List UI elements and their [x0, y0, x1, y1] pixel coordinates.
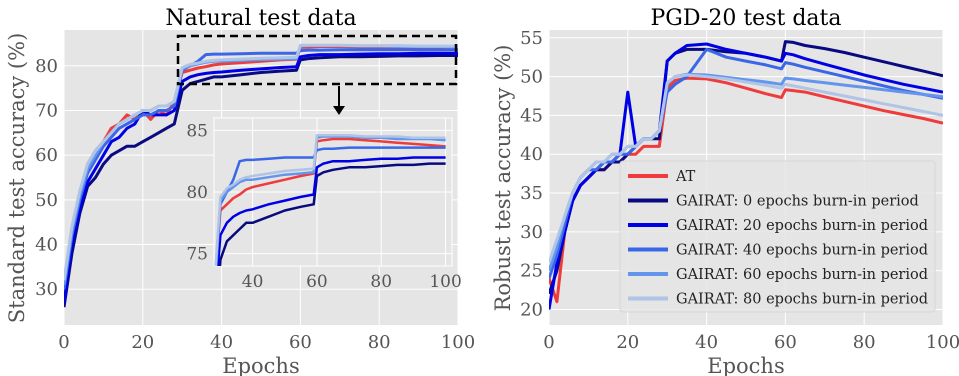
- natural-y-tick-label: 50: [35, 190, 58, 211]
- legend-label: GAIRAT: 0 epochs burn-in period: [676, 194, 919, 210]
- natural-x-tick-label: 100: [441, 332, 475, 353]
- pgd-y-label: Robust test accuracy (%): [491, 45, 515, 312]
- pgd-x-label: Epochs: [707, 354, 784, 376]
- inset-grid: [214, 118, 452, 266]
- pgd-series-line-5: [549, 73, 943, 264]
- natural-x-tick-label: 40: [210, 332, 233, 353]
- zoom-inset: 40 60 80 100 75 80 85: [186, 117, 462, 292]
- inset-x-ticks: 40 60 80 100: [242, 272, 462, 292]
- inset-y-tick-label: 85: [186, 121, 208, 141]
- inset-series-lines: [214, 134, 446, 266]
- inset-x-tick-label: 100: [429, 272, 461, 292]
- pgd-series-lines: [549, 40, 943, 310]
- pgd-x-tick-label: 60: [774, 332, 797, 353]
- natural-y-tick-label: 80: [35, 56, 58, 77]
- pgd-y-tick-label: 30: [520, 222, 543, 243]
- pgd-y-tick-label: 50: [520, 67, 543, 88]
- pgd-x-tick-label: 100: [926, 332, 959, 353]
- natural-x-tick-label: 80: [368, 332, 391, 353]
- pgd-x-ticks: 0 20 40 60 80 100: [543, 332, 959, 353]
- inset-series-line-0: [214, 137, 446, 266]
- pgd-y-tick-label: 55: [520, 28, 543, 49]
- natural-y-tick-label: 60: [35, 145, 58, 166]
- natural-series-line-5: [64, 43, 458, 281]
- legend-items: AT GAIRAT: 0 epochs burn-in period GAIRAT:…: [628, 169, 928, 308]
- inset-x-tick-label: 40: [242, 272, 264, 292]
- zoom-box: [176, 34, 458, 86]
- legend: AT GAIRAT: 0 epochs burn-in period GAIRAT:…: [619, 160, 936, 313]
- inset-y-ticks: 75 80 85: [186, 121, 208, 264]
- natural-x-label: Epochs: [222, 354, 299, 376]
- pgd-y-tick-label: 25: [520, 261, 543, 282]
- natural-y-tick-label: 40: [35, 235, 58, 256]
- pgd-x-tick-label: 40: [695, 332, 718, 353]
- natural-series-line-2: [64, 51, 458, 303]
- pgd-series-line-2: [549, 42, 943, 310]
- natural-x-tick-label: 20: [131, 332, 154, 353]
- legend-label: GAIRAT: 80 epochs burn-in period: [676, 292, 928, 308]
- inset-series-line-1: [218, 162, 446, 266]
- legend-label: GAIRAT: 20 epochs burn-in period: [676, 218, 928, 234]
- pgd-y-tick-label: 35: [520, 183, 543, 204]
- pgd-y-tick-label: 45: [520, 105, 543, 126]
- legend-label: GAIRAT: 60 epochs burn-in period: [676, 267, 928, 283]
- pgd-y-tick-label: 20: [520, 299, 543, 320]
- natural-title: Natural test data: [165, 6, 356, 31]
- pgd-x-tick-label: 0: [543, 332, 554, 353]
- natural-y-tick-label: 70: [35, 100, 58, 121]
- natural-series-lines: [64, 43, 458, 308]
- inset-series-line-2: [216, 156, 446, 266]
- inset-x-tick-label: 80: [370, 272, 392, 292]
- natural-series-line-1: [64, 54, 458, 308]
- inset-y-tick-label: 75: [186, 245, 208, 265]
- natural-series-line-3: [64, 48, 458, 290]
- natural-test-panel: 0 20 40 60 80 100 30 40 50 60 70 80 40 60 80 100 75 80…: [5, 6, 475, 376]
- natural-x-tick-label: 60: [289, 332, 312, 353]
- natural-x-tick-label: 0: [58, 332, 69, 353]
- pgd-series-line-3: [549, 47, 943, 279]
- pgd-x-tick-label: 80: [853, 332, 876, 353]
- natural-y-ticks: 30 40 50 60 70 80: [35, 56, 58, 300]
- natural-y-tick-label: 30: [35, 279, 58, 300]
- inset-y-tick-label: 80: [186, 183, 208, 203]
- legend-label: GAIRAT: 40 epochs burn-in period: [676, 243, 928, 259]
- inset-lines-group: [214, 134, 446, 266]
- legend-box: [619, 160, 936, 313]
- pgd-lines-group: [549, 40, 943, 310]
- pgd-title: PGD-20 test data: [651, 6, 842, 31]
- natural-y-label: Standard test accuracy (%): [5, 33, 29, 324]
- pgd-x-tick-label: 20: [616, 332, 639, 353]
- inset-x-tick-label: 60: [306, 272, 328, 292]
- natural-x-ticks: 0 20 40 60 80 100: [58, 332, 475, 353]
- zoom-arrow-head: [333, 106, 345, 115]
- legend-label: AT: [675, 169, 696, 185]
- inset-series-line-4: [214, 135, 446, 266]
- inset-series-line-5: [214, 134, 446, 266]
- pgd-y-tick-label: 40: [520, 144, 543, 165]
- pgd-y-ticks: 20 25 30 35 40 45 50 55: [520, 28, 543, 321]
- natural-lines-group: [64, 43, 458, 308]
